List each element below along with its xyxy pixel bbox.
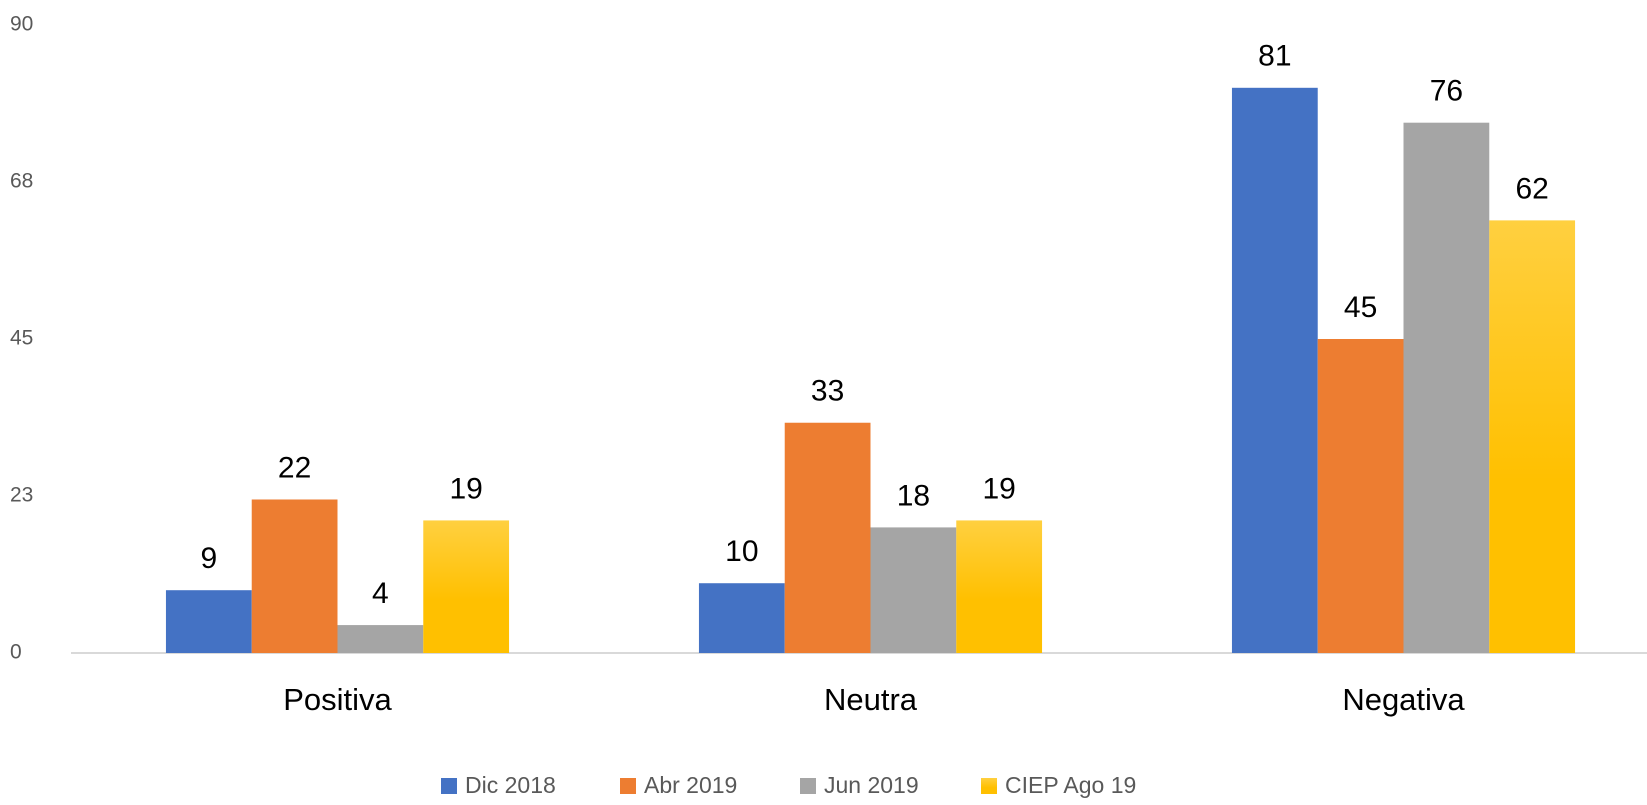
bar [1231,87,1318,654]
legend-swatch [441,778,457,794]
value-label: 19 [449,472,482,505]
bar [1403,122,1490,653]
y-tick-label: 23 [10,484,33,507]
legend-swatch [981,778,997,794]
bar [251,499,338,653]
value-label: 81 [1258,40,1291,73]
value-label: 33 [811,375,844,408]
y-tick-label: 0 [10,641,22,664]
y-tick-label: 68 [10,170,33,193]
value-label: 22 [278,451,311,484]
x-tick-label: Neutra [824,682,918,717]
value-label: 10 [725,535,758,568]
bar [698,583,785,653]
value-label: 76 [1430,75,1463,108]
value-label: 45 [1344,291,1377,324]
y-tick-label: 45 [10,327,33,350]
legend-swatch [800,778,816,794]
bar [423,520,510,653]
legend-label: Jun 2019 [824,772,919,798]
bar [1489,220,1576,653]
value-label: 18 [897,479,930,512]
bar [337,625,424,653]
x-tick-label: Positiva [283,682,392,717]
value-label: 4 [372,577,389,610]
value-label: 62 [1515,172,1548,205]
legend-label: CIEP Ago 19 [1005,772,1136,798]
bar [1317,339,1404,653]
bar [870,527,957,653]
legend-label: Abr 2019 [644,772,737,798]
bar [784,422,871,653]
y-tick-label: 90 [10,13,33,36]
bar [956,520,1043,653]
legend-swatch [620,778,636,794]
legend-label: Dic 2018 [465,772,556,798]
bar [165,590,252,653]
value-label: 9 [200,542,217,575]
x-tick-label: Negativa [1342,682,1465,717]
value-label: 19 [982,472,1015,505]
